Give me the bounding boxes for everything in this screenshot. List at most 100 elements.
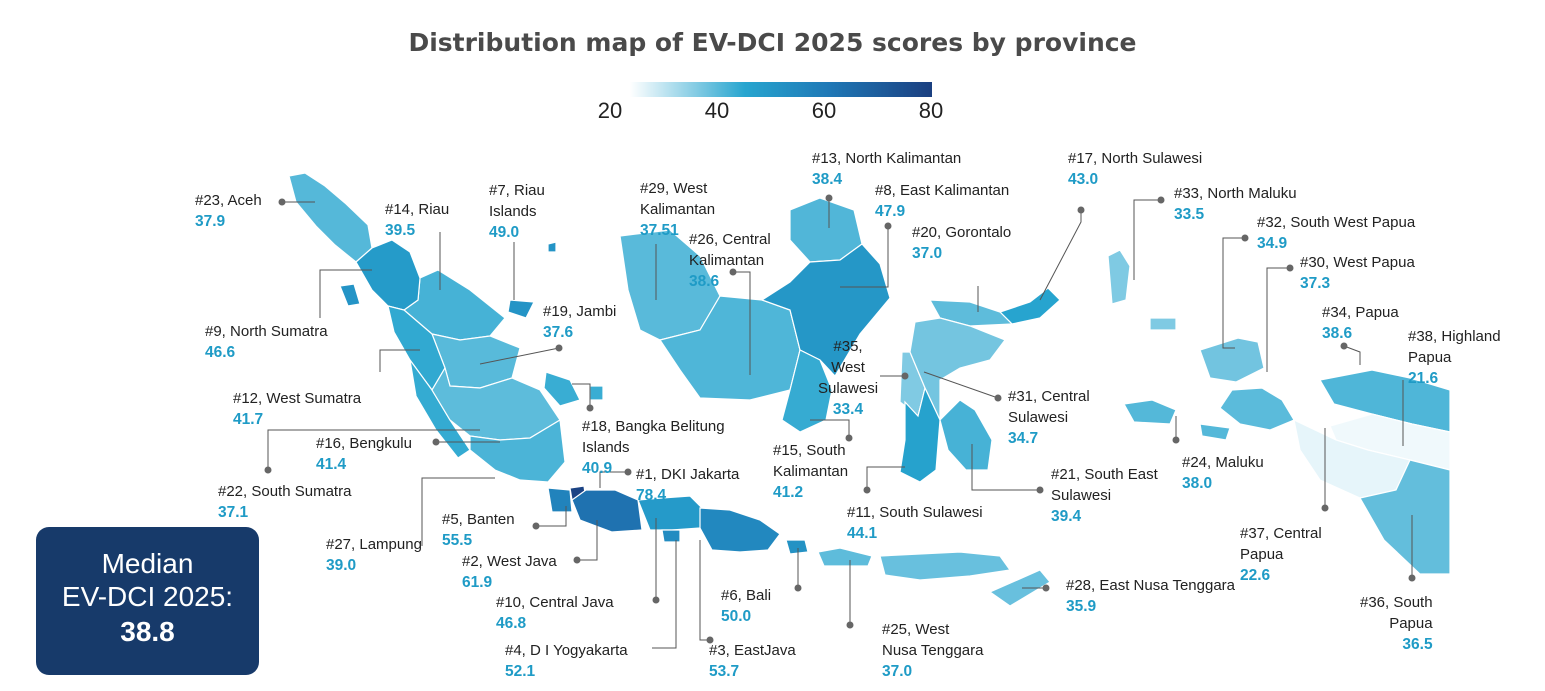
province-shape-north-maluku: [1107, 249, 1177, 331]
scale-tick-20: 20: [597, 98, 623, 123]
province-name: #25, West Nusa Tenggara: [882, 621, 984, 659]
province-name: #27, Lampung: [326, 536, 422, 553]
province-score: 33.5: [1174, 206, 1205, 223]
province-name: #7, Riau Islands: [489, 182, 545, 220]
province-score: 38.0: [1182, 475, 1213, 492]
province-name: #9, North Sumatra: [205, 323, 328, 340]
province-label-west-java: #2, West Java 61.9: [462, 551, 557, 593]
leader-line-central-sulawesi: [923, 371, 999, 399]
province-score: 39.4: [1051, 508, 1082, 525]
province-name: #3, EastJava: [709, 642, 796, 659]
province-name: #37, Central Papua: [1240, 525, 1322, 563]
province-score: 33.4: [832, 401, 864, 418]
province-label-lampung: #27, Lampung 39.0: [326, 534, 422, 576]
province-name: #15, South Kalimantan: [773, 442, 849, 480]
province-name: #22, South Sumatra: [218, 483, 352, 500]
leader-dot-aceh: [278, 198, 286, 206]
province-score: 37.0: [882, 663, 913, 680]
province-shape-south-west-papua: [1199, 337, 1265, 383]
leader-line-east-kalimantan: [840, 226, 889, 288]
province-score: 55.5: [442, 532, 473, 549]
province-score: 41.7: [233, 411, 264, 428]
province-shape-aceh: [288, 172, 373, 263]
province-score: 46.6: [205, 344, 236, 361]
leader-dot-central-kalimantan: [729, 268, 737, 276]
province-name: #19, Jambi: [543, 303, 617, 320]
province-shape-east-java: [699, 507, 781, 553]
province-name: #8, East Kalimantan: [875, 182, 1010, 199]
province-score: 43.0: [1068, 171, 1099, 188]
province-label-jambi: #19, Jambi 37.6: [543, 301, 616, 343]
province-label-east-kalimantan: #8, East Kalimantan 47.9: [875, 180, 1009, 222]
leader-dot-dki-jakarta: [624, 468, 632, 476]
province-score: 22.6: [1240, 567, 1271, 584]
province-score: 37.9: [195, 213, 226, 230]
province-score: 40.9: [582, 460, 613, 477]
province-label-central-java: #10, Central Java 46.8: [496, 592, 614, 634]
province-name: #29, West Kalimantan: [640, 180, 716, 218]
leader-dot-papua: [1340, 342, 1348, 350]
province-score: 39.5: [385, 222, 416, 239]
province-label-maluku: #24, Maluku 38.0: [1182, 452, 1264, 494]
province-shape-lampung: [469, 419, 566, 483]
province-shape-riau-islands: [339, 241, 557, 319]
leader-dot-bengkulu: [432, 438, 440, 446]
province-label-banten: #5, Banten 55.5: [442, 509, 515, 551]
leader-dot-south-east-sulawesi: [1036, 486, 1044, 494]
province-score: 78.4: [636, 487, 667, 504]
province-score: 50.0: [721, 608, 752, 625]
province-shape-yogyakarta: [661, 529, 681, 543]
province-shape-maluku: [1123, 399, 1231, 441]
province-name: #18, Bangka Belitung Islands: [582, 418, 725, 456]
province-name: #10, Central Java: [496, 594, 614, 611]
leader-dot-north-kalimantan: [825, 194, 833, 202]
leader-line-central-kalimantan: [733, 271, 751, 375]
leader-dot-east-kalimantan: [884, 222, 892, 230]
province-label-north-kalimantan: #13, North Kalimantan 38.4: [812, 148, 961, 190]
province-label-papua: #34, Papua 38.6: [1322, 302, 1399, 344]
leader-dot-north-maluku: [1157, 196, 1165, 204]
province-score: 47.9: [875, 203, 906, 220]
province-name: #14, Riau: [385, 201, 450, 218]
province-label-highland-papua: #38, Highland Papua 21.6: [1408, 326, 1501, 389]
province-score: 35.9: [1066, 598, 1097, 615]
province-name: #5, Banten: [442, 511, 515, 528]
province-shape-south-papua: [1359, 459, 1451, 575]
leader-dot-banten: [532, 522, 540, 530]
province-name: #4, D I Yogyakarta: [505, 642, 628, 659]
province-score: 21.6: [1408, 370, 1439, 387]
province-name: #12, West Sumatra: [233, 390, 362, 407]
province-score: 38.6: [689, 273, 720, 290]
province-score: 34.9: [1257, 235, 1288, 252]
leader-dot-west-papua: [1286, 264, 1294, 272]
leader-line-south-west-papua: [1222, 237, 1245, 349]
province-score: 61.9: [462, 574, 493, 591]
leader-dot-bangka-belitung: [586, 404, 594, 412]
leader-dot-jambi: [555, 344, 563, 352]
province-score: 37.3: [1300, 275, 1331, 292]
province-name: #23, Aceh: [195, 192, 262, 209]
province-shape-south-kalimantan: [781, 349, 833, 433]
leader-dot-south-kalimantan: [845, 434, 853, 442]
leader-line-north-sulawesi: [1039, 210, 1082, 301]
province-name: #24, Maluku: [1182, 454, 1264, 471]
province-name: #35, West Sulawesi: [818, 338, 879, 397]
province-label-north-sulawesi: #17, North Sulawesi 43.0: [1068, 148, 1202, 190]
leader-dot-central-java: [652, 596, 660, 604]
province-name: #17, North Sulawesi: [1068, 150, 1203, 167]
leader-dot-north-sulawesi: [1077, 206, 1085, 214]
province-name: #33, North Maluku: [1174, 185, 1297, 202]
province-name: #13, North Kalimantan: [812, 150, 962, 167]
province-shape-south-east-sulawesi: [939, 399, 993, 471]
scale-tick-40: 40: [704, 98, 730, 123]
province-label-south-west-papua: #32, South West Papua 34.9: [1257, 212, 1415, 254]
province-label-south-kalimantan: #15, South Kalimantan 41.2: [773, 440, 848, 503]
province-name: #11, South Sulawesi: [847, 504, 983, 521]
province-label-north-maluku: #33, North Maluku 33.5: [1174, 183, 1297, 225]
leader-dot-bali: [794, 584, 802, 592]
leader-dot-maluku: [1172, 436, 1180, 444]
province-name: #2, West Java: [462, 553, 557, 570]
leader-line-south-sumatra: [267, 429, 480, 470]
leader-dot-south-west-papua: [1241, 234, 1249, 242]
